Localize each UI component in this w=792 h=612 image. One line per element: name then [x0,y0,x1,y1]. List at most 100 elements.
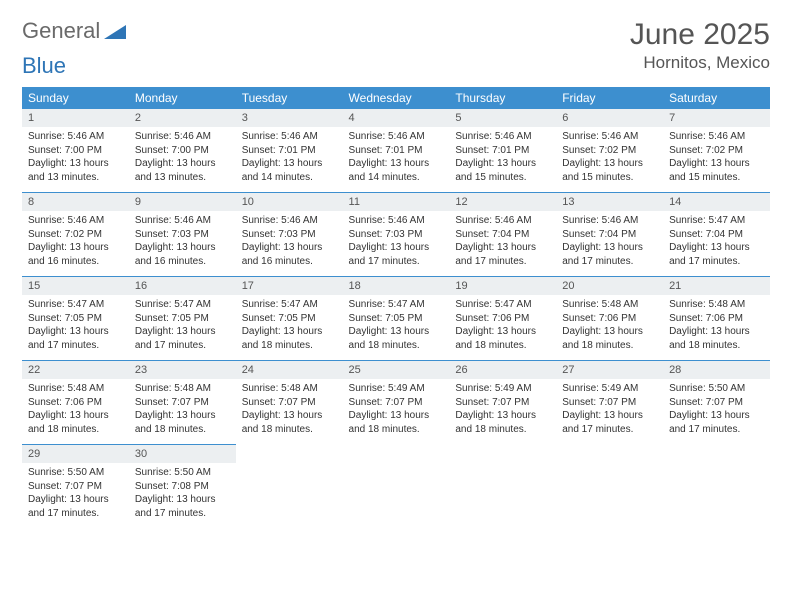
calendar-cell [236,444,343,528]
day-number: 10 [236,192,343,211]
day-number: 21 [663,276,770,295]
day-number: 20 [556,276,663,295]
day-details: Sunrise: 5:49 AMSunset: 7:07 PMDaylight:… [449,379,556,444]
calendar-cell: 21Sunrise: 5:48 AMSunset: 7:06 PMDayligh… [663,276,770,360]
day-number: 12 [449,192,556,211]
calendar-cell: 2Sunrise: 5:46 AMSunset: 7:00 PMDaylight… [129,109,236,192]
sunset-text: Sunset: 7:08 PM [135,480,230,494]
day-details: Sunrise: 5:46 AMSunset: 7:00 PMDaylight:… [22,127,129,192]
calendar-cell: 11Sunrise: 5:46 AMSunset: 7:03 PMDayligh… [343,192,450,276]
logo-triangle-icon [104,23,126,39]
daylight-text: Daylight: 13 hours and 17 minutes. [135,493,230,520]
daylight-text: Daylight: 13 hours and 17 minutes. [562,409,657,436]
day-details: Sunrise: 5:48 AMSunset: 7:07 PMDaylight:… [236,379,343,444]
day-details: Sunrise: 5:48 AMSunset: 7:06 PMDaylight:… [22,379,129,444]
weekday-header: Monday [129,87,236,109]
sunset-text: Sunset: 7:03 PM [135,228,230,242]
sunset-text: Sunset: 7:07 PM [669,396,764,410]
day-details: Sunrise: 5:50 AMSunset: 7:07 PMDaylight:… [22,463,129,528]
day-number: 2 [129,109,236,127]
sunset-text: Sunset: 7:04 PM [669,228,764,242]
day-details: Sunrise: 5:50 AMSunset: 7:08 PMDaylight:… [129,463,236,528]
calendar-cell: 13Sunrise: 5:46 AMSunset: 7:04 PMDayligh… [556,192,663,276]
sunrise-text: Sunrise: 5:46 AM [562,214,657,228]
sunrise-text: Sunrise: 5:46 AM [455,214,550,228]
sunrise-text: Sunrise: 5:46 AM [562,130,657,144]
sunset-text: Sunset: 7:05 PM [349,312,444,326]
sunset-text: Sunset: 7:01 PM [242,144,337,158]
day-details: Sunrise: 5:46 AMSunset: 7:01 PMDaylight:… [449,127,556,192]
day-details: Sunrise: 5:48 AMSunset: 7:06 PMDaylight:… [556,295,663,360]
sunrise-text: Sunrise: 5:48 AM [669,298,764,312]
sunrise-text: Sunrise: 5:46 AM [135,130,230,144]
day-details: Sunrise: 5:46 AMSunset: 7:03 PMDaylight:… [129,211,236,276]
calendar-cell: 15Sunrise: 5:47 AMSunset: 7:05 PMDayligh… [22,276,129,360]
day-details: Sunrise: 5:46 AMSunset: 7:03 PMDaylight:… [236,211,343,276]
day-number: 24 [236,360,343,379]
calendar-table: Sunday Monday Tuesday Wednesday Thursday… [22,87,770,528]
day-number: 1 [22,109,129,127]
sunset-text: Sunset: 7:05 PM [135,312,230,326]
calendar-cell [343,444,450,528]
calendar-cell: 4Sunrise: 5:46 AMSunset: 7:01 PMDaylight… [343,109,450,192]
day-details: Sunrise: 5:47 AMSunset: 7:05 PMDaylight:… [129,295,236,360]
day-details: Sunrise: 5:46 AMSunset: 7:03 PMDaylight:… [343,211,450,276]
day-number: 15 [22,276,129,295]
weekday-header-row: Sunday Monday Tuesday Wednesday Thursday… [22,87,770,109]
daylight-text: Daylight: 13 hours and 18 minutes. [242,409,337,436]
calendar-cell [556,444,663,528]
daylight-text: Daylight: 13 hours and 18 minutes. [242,325,337,352]
sunset-text: Sunset: 7:04 PM [562,228,657,242]
calendar-cell: 20Sunrise: 5:48 AMSunset: 7:06 PMDayligh… [556,276,663,360]
day-number: 16 [129,276,236,295]
sunset-text: Sunset: 7:05 PM [242,312,337,326]
day-number: 14 [663,192,770,211]
calendar-row: 1Sunrise: 5:46 AMSunset: 7:00 PMDaylight… [22,109,770,192]
calendar-cell: 24Sunrise: 5:48 AMSunset: 7:07 PMDayligh… [236,360,343,444]
day-number: 9 [129,192,236,211]
day-details: Sunrise: 5:49 AMSunset: 7:07 PMDaylight:… [556,379,663,444]
day-number: 26 [449,360,556,379]
sunrise-text: Sunrise: 5:47 AM [455,298,550,312]
calendar-cell: 12Sunrise: 5:46 AMSunset: 7:04 PMDayligh… [449,192,556,276]
daylight-text: Daylight: 13 hours and 13 minutes. [28,157,123,184]
calendar-cell: 3Sunrise: 5:46 AMSunset: 7:01 PMDaylight… [236,109,343,192]
sunrise-text: Sunrise: 5:47 AM [669,214,764,228]
calendar-cell: 30Sunrise: 5:50 AMSunset: 7:08 PMDayligh… [129,444,236,528]
daylight-text: Daylight: 13 hours and 18 minutes. [28,409,123,436]
day-number: 4 [343,109,450,127]
sunset-text: Sunset: 7:06 PM [455,312,550,326]
day-number: 5 [449,109,556,127]
day-number: 28 [663,360,770,379]
day-details: Sunrise: 5:46 AMSunset: 7:04 PMDaylight:… [449,211,556,276]
day-details: Sunrise: 5:48 AMSunset: 7:07 PMDaylight:… [129,379,236,444]
daylight-text: Daylight: 13 hours and 16 minutes. [28,241,123,268]
sunrise-text: Sunrise: 5:48 AM [242,382,337,396]
calendar-cell [449,444,556,528]
sunrise-text: Sunrise: 5:49 AM [349,382,444,396]
calendar-cell: 9Sunrise: 5:46 AMSunset: 7:03 PMDaylight… [129,192,236,276]
logo: General [22,18,128,44]
sunrise-text: Sunrise: 5:50 AM [135,466,230,480]
sunset-text: Sunset: 7:02 PM [562,144,657,158]
daylight-text: Daylight: 13 hours and 18 minutes. [349,325,444,352]
sunset-text: Sunset: 7:03 PM [242,228,337,242]
calendar-cell [663,444,770,528]
calendar-cell: 16Sunrise: 5:47 AMSunset: 7:05 PMDayligh… [129,276,236,360]
sunrise-text: Sunrise: 5:46 AM [349,214,444,228]
daylight-text: Daylight: 13 hours and 16 minutes. [242,241,337,268]
weekday-header: Saturday [663,87,770,109]
sunrise-text: Sunrise: 5:48 AM [135,382,230,396]
sunrise-text: Sunrise: 5:47 AM [349,298,444,312]
daylight-text: Daylight: 13 hours and 15 minutes. [669,157,764,184]
logo-text-1: General [22,18,100,44]
daylight-text: Daylight: 13 hours and 17 minutes. [669,241,764,268]
calendar-cell: 28Sunrise: 5:50 AMSunset: 7:07 PMDayligh… [663,360,770,444]
daylight-text: Daylight: 13 hours and 15 minutes. [562,157,657,184]
day-details: Sunrise: 5:47 AMSunset: 7:05 PMDaylight:… [343,295,450,360]
sunset-text: Sunset: 7:07 PM [28,480,123,494]
sunrise-text: Sunrise: 5:46 AM [242,214,337,228]
calendar-cell: 17Sunrise: 5:47 AMSunset: 7:05 PMDayligh… [236,276,343,360]
calendar-body: 1Sunrise: 5:46 AMSunset: 7:00 PMDaylight… [22,109,770,528]
calendar-row: 29Sunrise: 5:50 AMSunset: 7:07 PMDayligh… [22,444,770,528]
